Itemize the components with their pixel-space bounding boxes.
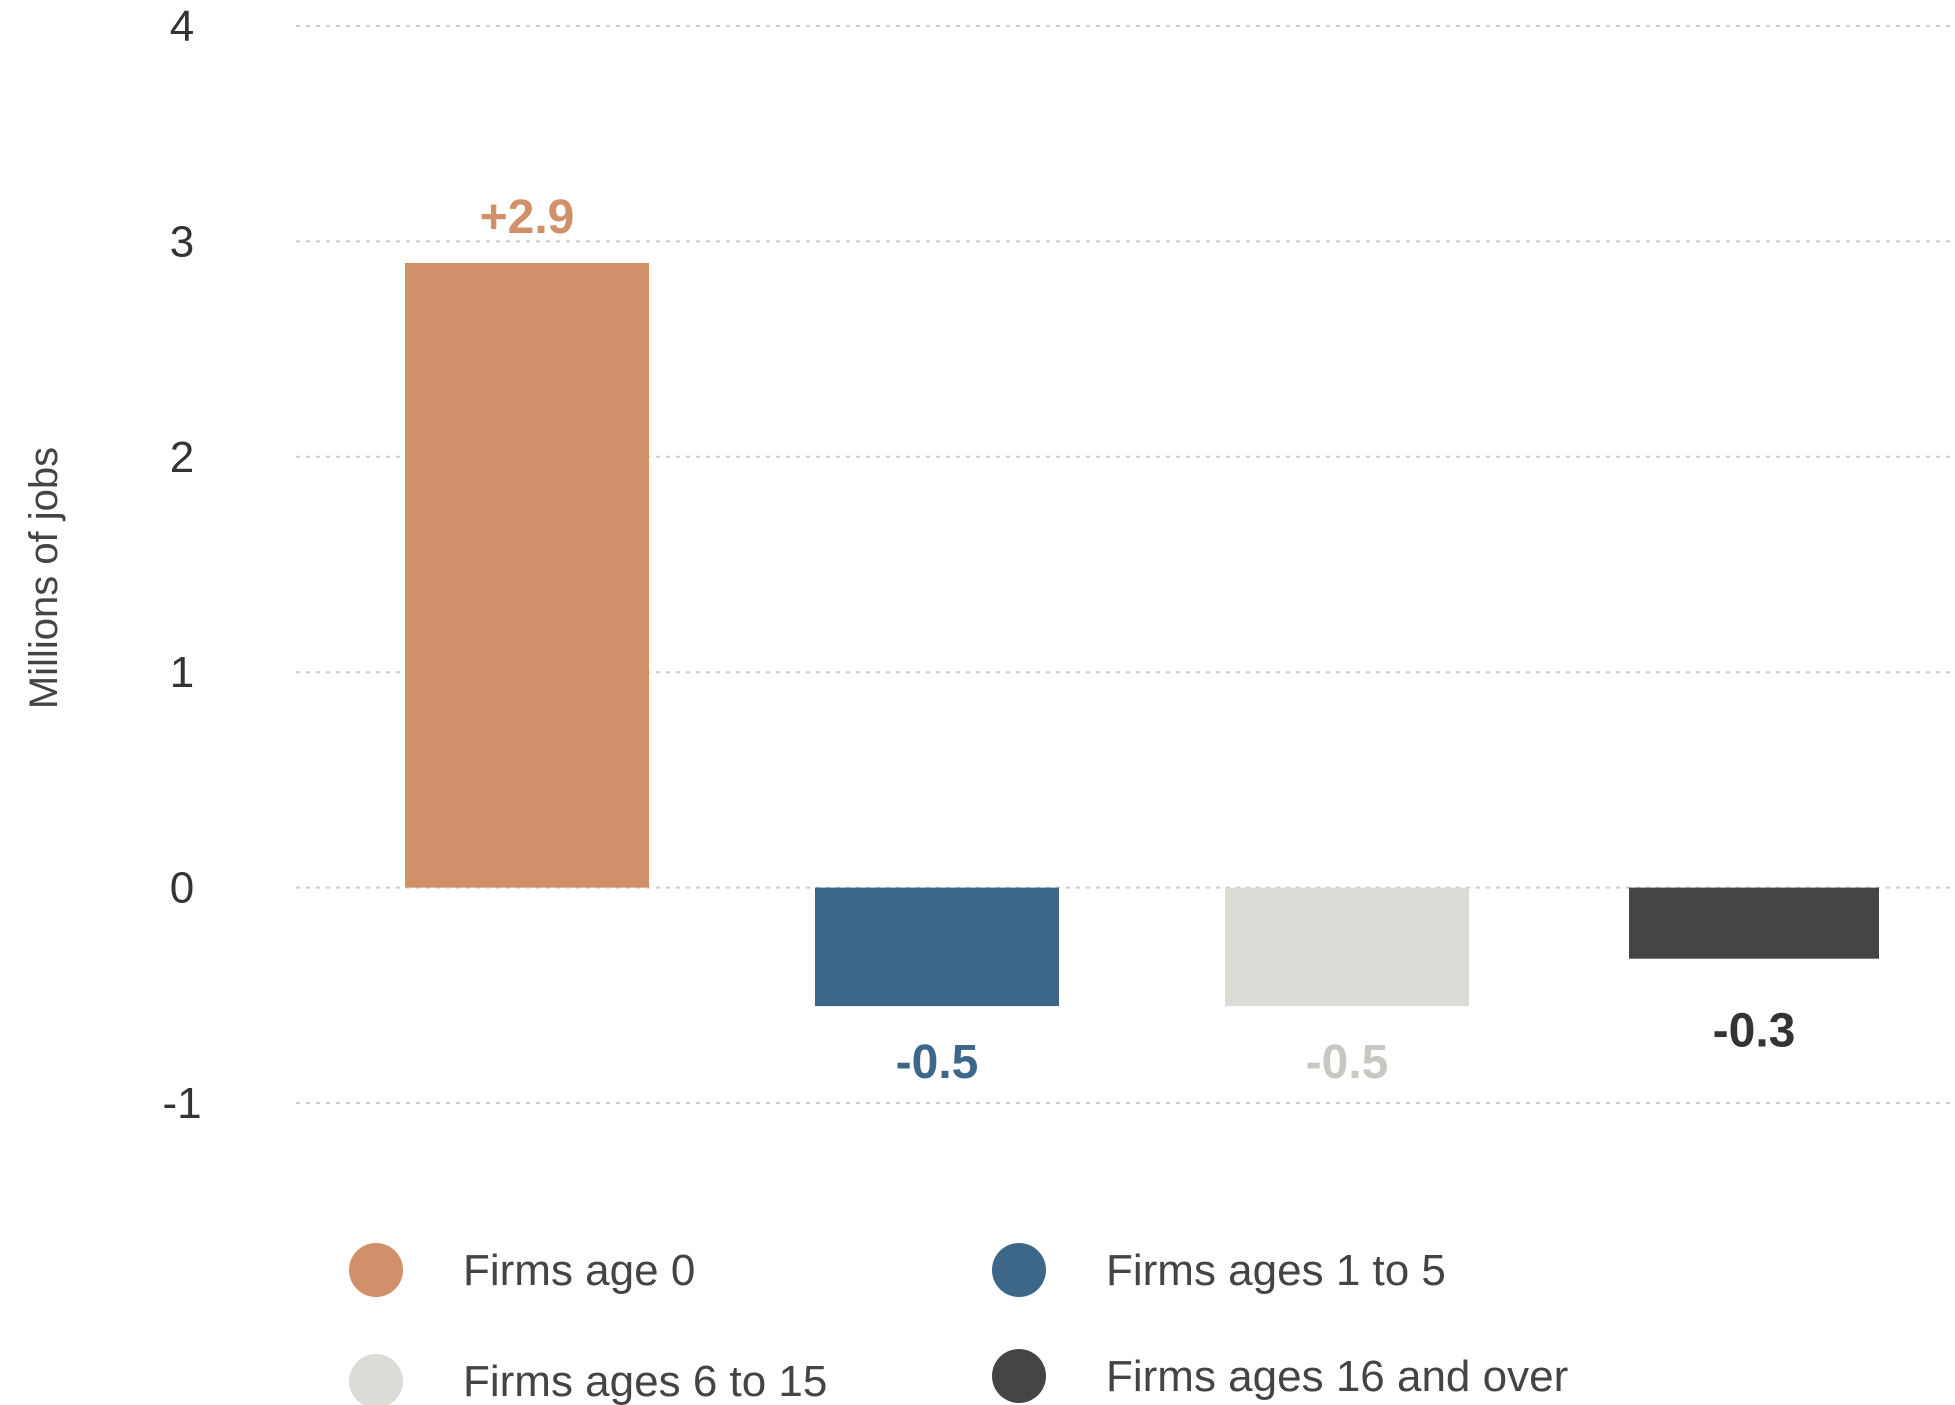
legend-label: Firms age 0 — [463, 1246, 695, 1295]
legend-swatch — [349, 1243, 403, 1297]
legend-swatch — [992, 1349, 1046, 1403]
legend: Firms age 0 Firms ages 1 to 5 Firms ages 6… — [349, 1243, 1568, 1405]
y-tick-label: -1 — [162, 1079, 201, 1128]
y-tick-label: 3 — [170, 217, 194, 266]
bar — [405, 262, 649, 888]
bars — [405, 262, 1879, 1007]
legend-swatch — [349, 1354, 403, 1405]
legend-item: Firms ages 1 to 5 — [992, 1243, 1446, 1297]
bar-value-label: -0.5 — [896, 1036, 979, 1089]
bar — [1225, 887, 1469, 1007]
y-axis-ticks: 4 3 2 1 0 -1 — [162, 2, 201, 1128]
value-labels: +2.9 -0.5 -0.5 -0.3 — [480, 191, 1796, 1089]
bar-value-label: +2.9 — [480, 191, 575, 244]
y-tick-label: 4 — [170, 2, 194, 51]
bar — [1629, 887, 1879, 959]
legend-label: Firms ages 1 to 5 — [1106, 1246, 1446, 1295]
legend-item: Firms age 0 — [349, 1243, 695, 1297]
legend-item: Firms ages 16 and over — [992, 1349, 1568, 1403]
legend-label: Firms ages 6 to 15 — [463, 1357, 827, 1405]
y-tick-label: 2 — [170, 433, 194, 482]
bar-value-label: -0.3 — [1713, 1005, 1796, 1058]
bar-value-label: -0.5 — [1306, 1036, 1389, 1089]
legend-swatch — [992, 1243, 1046, 1297]
bar — [815, 887, 1059, 1007]
y-tick-label: 0 — [170, 864, 194, 913]
y-axis-title: Millions of jobs — [22, 447, 66, 709]
legend-item: Firms ages 6 to 15 — [349, 1354, 827, 1405]
y-tick-label: 1 — [170, 648, 194, 697]
legend-label: Firms ages 16 and over — [1106, 1352, 1568, 1401]
